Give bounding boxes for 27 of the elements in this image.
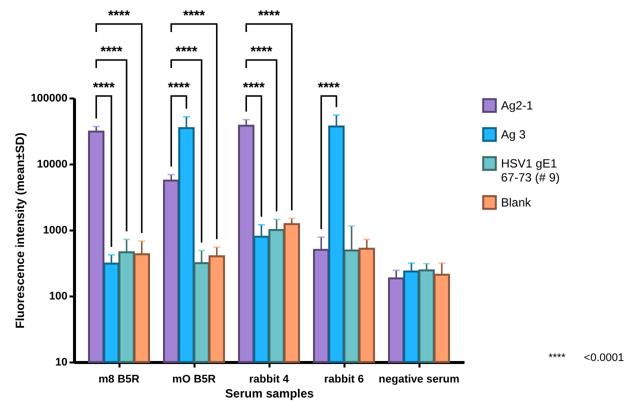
x-tick-label: m8 B5R xyxy=(98,374,140,386)
text: **** xyxy=(92,79,116,95)
y-axis-title: Fluorescence intensity (mean±SD) xyxy=(12,132,27,328)
text: **** xyxy=(108,7,130,23)
legend-label: HSV1 gE1 67-73 (# 9) xyxy=(501,156,560,184)
text: **** xyxy=(242,79,266,95)
x-axis-title: Serum samples xyxy=(225,386,314,400)
y-tick-label: 10 xyxy=(55,356,68,368)
y-tick-label: 100000 xyxy=(30,92,68,104)
text: **** xyxy=(176,43,198,59)
legend-label: Ag 3 xyxy=(501,128,526,142)
y-tick-label: 100 xyxy=(49,290,68,302)
legend-label: Blank xyxy=(501,196,532,210)
text: **** xyxy=(168,79,190,95)
text: **** xyxy=(258,7,280,23)
footnote: **** <0.0001 xyxy=(548,352,624,364)
y-tick-label: 10000 xyxy=(36,158,68,170)
y-tick-label: 1000 xyxy=(43,224,68,236)
x-tick-label: rabbit 6 xyxy=(324,374,364,386)
text: **** xyxy=(100,43,123,59)
text: **** xyxy=(318,79,340,95)
x-tick-label: negative serum xyxy=(378,374,460,386)
x-tick-label: rabbit 4 xyxy=(249,374,290,386)
x-tick-label: mO B5R xyxy=(172,374,216,386)
text: **** xyxy=(250,43,273,59)
legend-label: Ag2-1 xyxy=(501,98,534,112)
text: **** xyxy=(183,7,206,23)
